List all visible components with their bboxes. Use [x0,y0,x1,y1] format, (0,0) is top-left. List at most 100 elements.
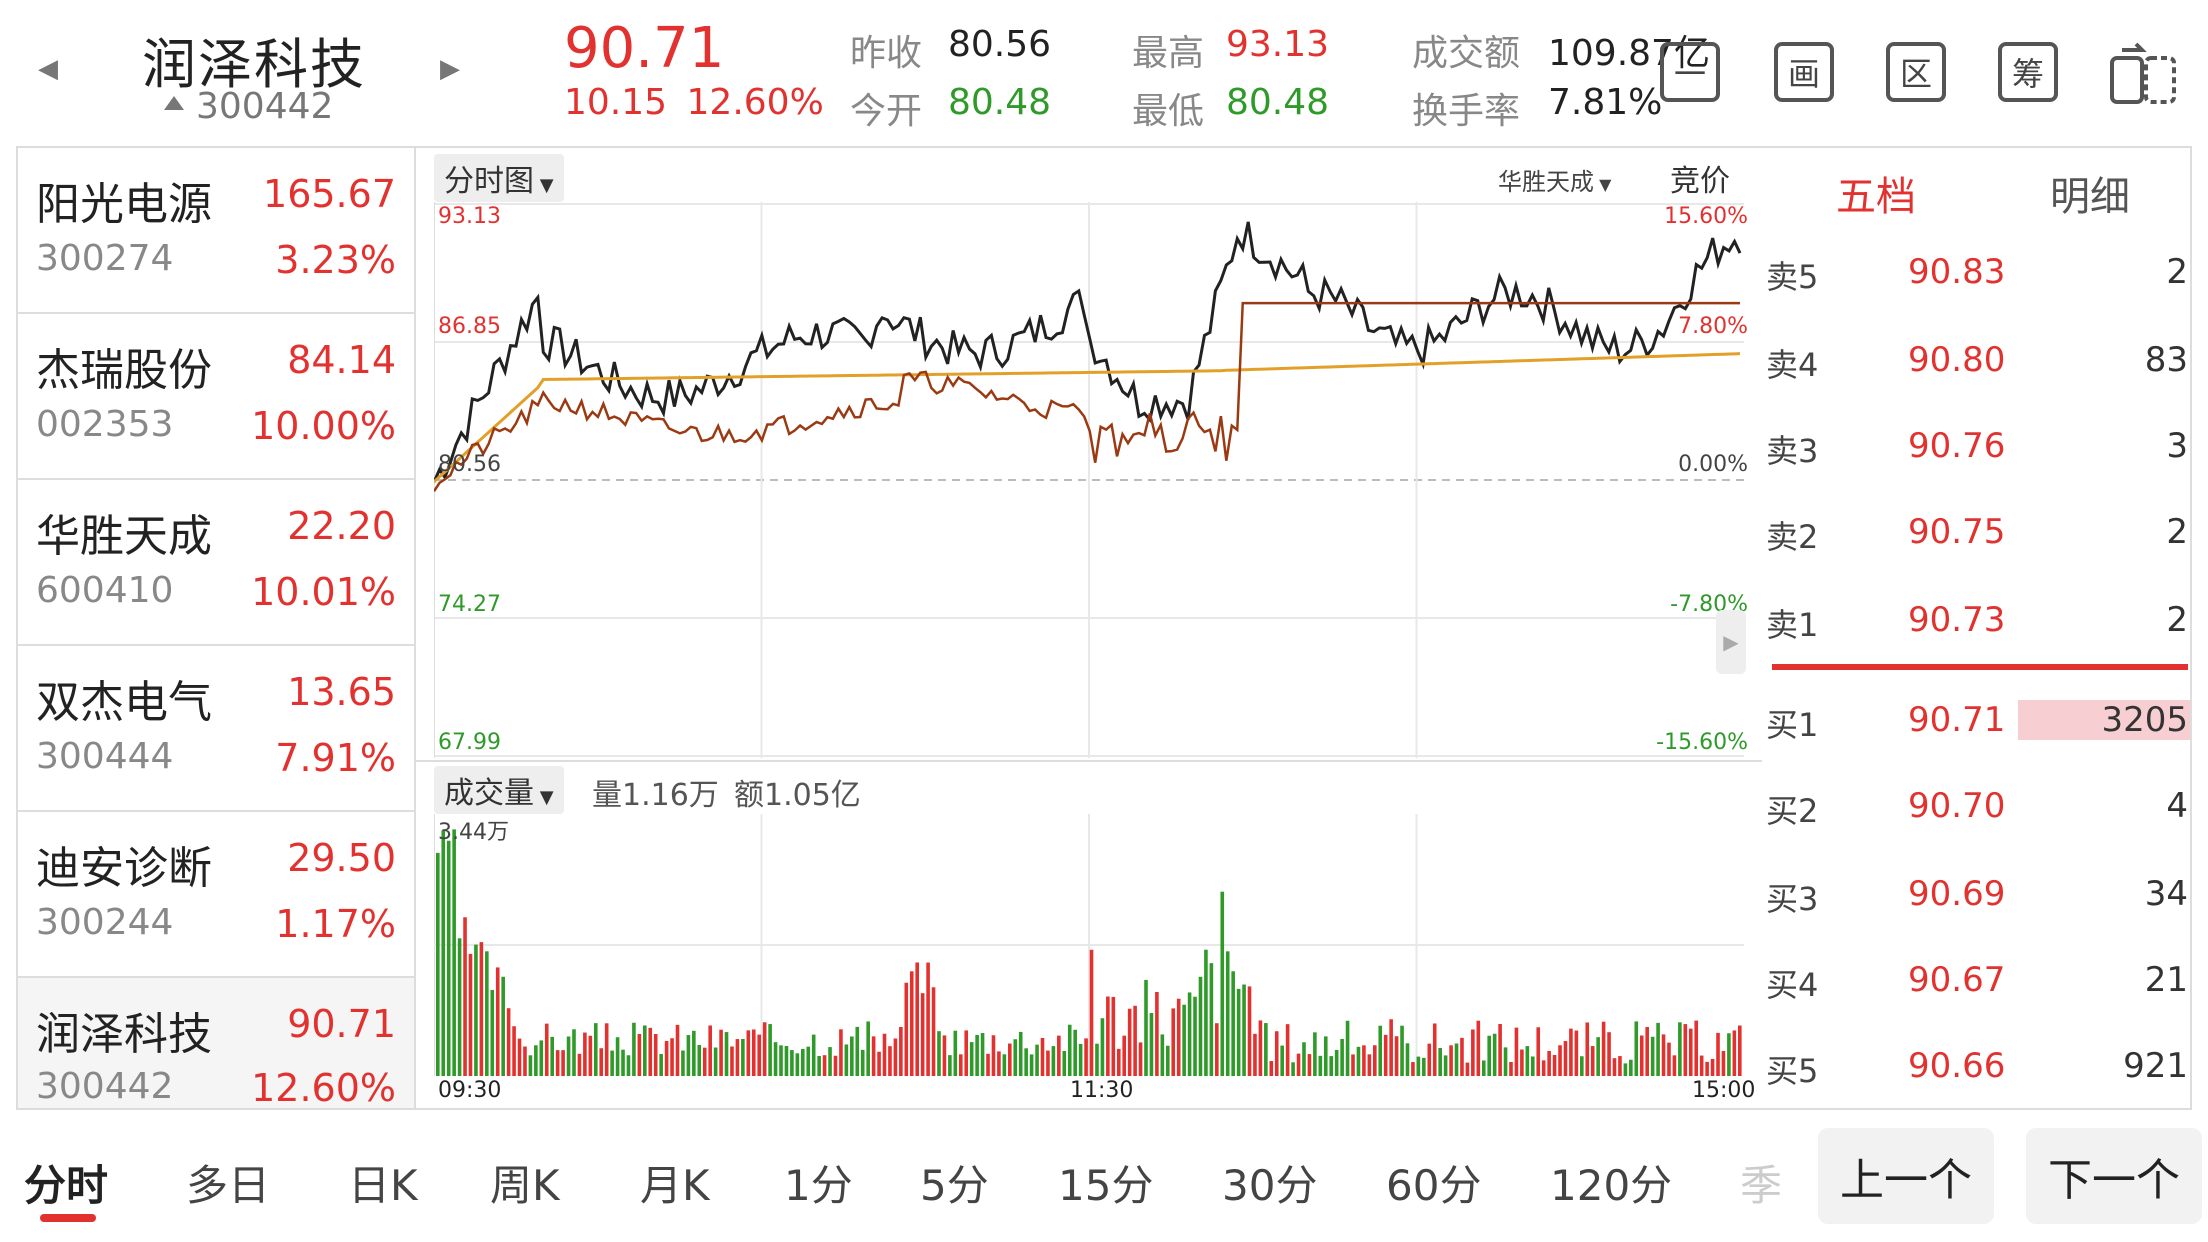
volume-bar [1503,1047,1508,1076]
change-pct: 12.60% [686,82,824,123]
intraday-price-chart[interactable] [434,202,1764,758]
tab-120min[interactable]: 120分 [1550,1161,1673,1210]
bid1-volume-bar [2018,700,2190,740]
tab-week-k[interactable]: 周K [490,1161,560,1210]
watchlist-item[interactable]: 杰瑞股份 002353 84.14 10.00% [18,314,414,480]
volume-bar [463,917,467,1076]
volume-bar [1035,1044,1039,1076]
volume-bar [991,1035,996,1076]
volume-bar [1705,1061,1709,1076]
volume-bar [1187,992,1192,1076]
time-tick: 11:30 [1070,1078,1134,1103]
volume-bar [790,1050,794,1076]
volume-bar [1155,992,1159,1076]
high-value: 93.13 [1226,24,1330,65]
switch-screen-icon[interactable] [2108,40,2178,106]
volume-bar [1013,1039,1018,1076]
volume-bar [1307,1054,1312,1076]
tab-quarter[interactable]: 季 [1740,1161,1783,1210]
volume-bar [1547,1051,1551,1076]
prev-stock-button[interactable]: 上一个 [1818,1128,1994,1224]
volume-bar [1062,1050,1067,1076]
range-icon[interactable]: 区 [1886,42,1946,102]
ask-label: 卖4 [1766,346,1819,384]
volume-bar [1122,1035,1127,1076]
volume-bar [1057,1035,1061,1076]
watchlist-item-active[interactable]: 润泽科技 300442 90.71 12.60% [18,978,414,1110]
volume-bar [746,1030,751,1076]
volume-bar [931,987,936,1076]
volume-bar [1449,1045,1453,1076]
auction-toggle[interactable]: 竞价 [1670,164,1730,199]
bid-volume: 34 [2144,874,2188,914]
volume-bar [1563,1041,1568,1076]
volume-bar [1242,984,1246,1076]
volume-bar [1002,1054,1007,1076]
tab-30min[interactable]: 30分 [1222,1161,1318,1210]
tab-day-k[interactable]: 日K [348,1161,418,1210]
volume-bar [708,1025,712,1076]
chart-divider [416,760,1762,762]
volume-bar [779,1045,783,1076]
prev-stock-arrow[interactable]: ◀ [38,54,58,84]
volume-bar [1710,1058,1715,1076]
volume-bar [583,1032,587,1076]
volume-bar [474,944,478,1076]
tab-5min[interactable]: 5分 [920,1161,989,1210]
watchlist-item-pct: 12.60% [251,1066,396,1110]
volume-bar [762,1022,767,1076]
tab-1min[interactable]: 1分 [784,1161,853,1210]
volume-bar [1443,1055,1448,1076]
watchlist-item[interactable]: 迪安诊断 300244 29.50 1.17% [18,812,414,978]
volume-bar [1427,1043,1432,1076]
volume-bar [1264,1023,1268,1076]
volume-bar [942,1035,947,1076]
volume-bar [452,829,456,1076]
tab-detail[interactable]: 明细 [2050,174,2130,220]
average-line [434,352,1741,483]
draw-icon[interactable]: 画 [1774,42,1834,102]
volume-bar [975,1034,979,1076]
watchlist-item[interactable]: 双杰电气 300444 13.65 7.91% [18,646,414,812]
volume-bar [1552,1055,1557,1076]
volume-bar [1024,1048,1028,1076]
bid-price: 90.71 [1908,700,2006,740]
volume-bar [1672,1055,1677,1076]
watchlist-item[interactable]: 华胜天成 600410 22.20 10.01% [18,480,414,646]
chip-icon[interactable]: 筹 [1998,42,2058,102]
compare-line [434,301,1740,493]
volume-bar [800,1048,805,1076]
chevron-down-icon: ▼ [534,175,554,196]
volume-bar [1116,1048,1121,1076]
watchlist-item-price: 90.71 [287,1002,396,1046]
low-value: 80.48 [1226,82,1330,123]
amount-label: 成交额 [1412,33,1521,74]
volume-bar [446,840,451,1076]
volume-bar [572,1029,576,1076]
compare-stock-dropdown[interactable]: 华胜天成 ▼ [1498,162,1611,197]
next-stock-button[interactable]: 下一个 [2026,1128,2202,1224]
ask-label: 卖3 [1766,432,1819,470]
volume-bar [1225,951,1230,1076]
compare-stock-label: 华胜天成 [1498,168,1594,196]
watchlist-item[interactable]: 阳光电源 300274 165.67 3.23% [18,148,414,314]
tab-15min[interactable]: 15分 [1058,1161,1154,1210]
minus-icon[interactable]: 一 [1660,42,1720,102]
volume-bar [1454,1043,1459,1076]
volume-bar [588,1035,593,1076]
volume-bar [1236,988,1241,1076]
next-stock-arrow[interactable]: ▶ [440,54,460,84]
tab-month-k[interactable]: 月K [640,1161,710,1210]
volume-bar [1634,1021,1639,1076]
tab-60min[interactable]: 60分 [1386,1161,1482,1210]
tab-five-level[interactable]: 五档 [1836,174,1916,220]
volume-bar [1405,1043,1410,1076]
tab-intraday[interactable]: 分时 [24,1161,109,1210]
volume-bar [1291,1062,1295,1076]
indicator-dropdown[interactable]: 成交量 ▼ [434,766,564,814]
tab-multi-day[interactable]: 多日 [186,1161,271,1210]
volume-bar [909,971,914,1076]
volume-bar [1106,996,1110,1076]
chart-mode-dropdown[interactable]: 分时图 ▼ [434,154,564,202]
chart-scroll-right-icon[interactable]: ▶ [1716,610,1746,674]
